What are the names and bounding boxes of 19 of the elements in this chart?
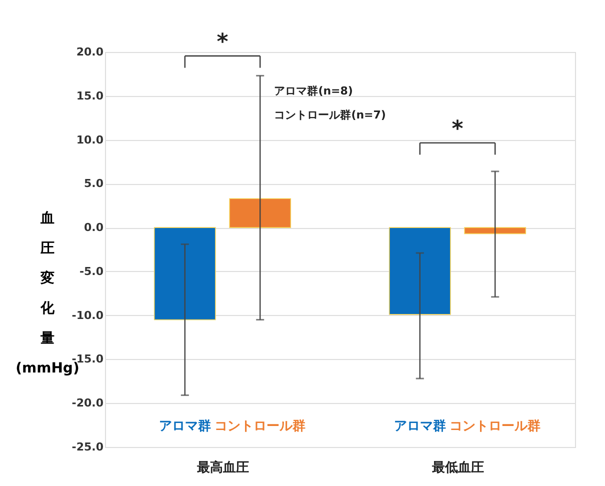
text: コントロール群 [450, 419, 541, 434]
text: コントロール群 [214, 419, 306, 434]
annotation: * [452, 116, 464, 142]
y-tick-label: -25.0 [72, 440, 104, 454]
x-tick-label: 最高血圧 [196, 460, 249, 476]
annotation: アロマ群(n=8) [274, 84, 353, 98]
annotation: コントロール群(n=7) [274, 108, 386, 122]
y-tick-label: 20.0 [76, 46, 104, 58]
y-tick-label: 0.0 [84, 221, 104, 234]
x-tick-label: 最低血圧 [431, 460, 484, 476]
text: アロマ群 [394, 419, 446, 434]
y-tick-label: 15.0 [76, 89, 104, 102]
y-tick-label: 5.0 [84, 177, 104, 190]
y-tick-label: 10.0 [76, 133, 104, 146]
annotation: * [216, 30, 229, 55]
y-tick-label: -20.0 [72, 396, 104, 410]
text: アロマ群 [158, 419, 211, 434]
y-tick-label: -5.0 [79, 264, 104, 278]
y-tick-label: -10.0 [72, 308, 104, 322]
